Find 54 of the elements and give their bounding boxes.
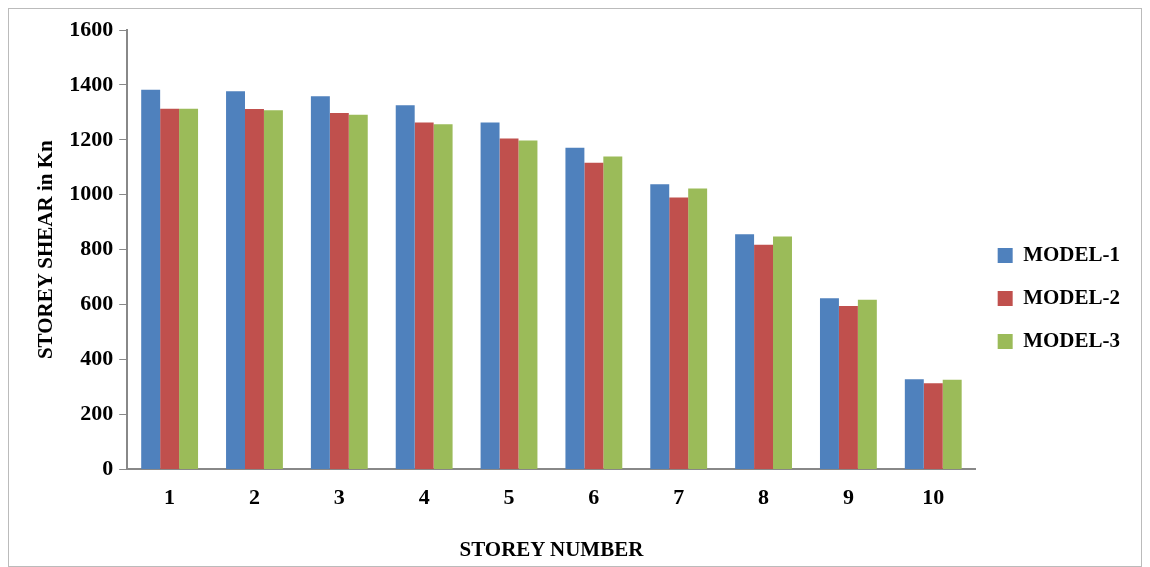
bar [838, 306, 858, 469]
y-tick-label: 800 [80, 235, 114, 261]
x-tick-label: 10 [922, 484, 945, 510]
y-tick-label: 600 [80, 290, 114, 316]
bar [857, 299, 877, 469]
bar [395, 105, 415, 469]
bar [329, 112, 349, 469]
bar [565, 147, 585, 469]
x-tick-label: 5 [503, 484, 515, 510]
bar [650, 184, 670, 469]
legend-label: MODEL-3 [1023, 327, 1120, 352]
bar [518, 140, 538, 469]
y-tick-label: 1600 [69, 15, 114, 41]
bar [348, 114, 368, 469]
y-tick-label: 400 [80, 345, 114, 371]
y-tick-label: 200 [80, 400, 114, 426]
bar [735, 234, 755, 469]
bar [179, 108, 199, 469]
bar [754, 244, 774, 469]
bar [584, 162, 604, 469]
y-tick-label: 1000 [69, 180, 114, 206]
bar [603, 156, 623, 469]
x-tick-label: 3 [333, 484, 345, 510]
bar [819, 298, 839, 469]
x-axis-title: STOREY NUMBER [459, 536, 645, 561]
y-tick-label: 1200 [69, 125, 114, 151]
y-axis-title: STOREY SHEAR in Kn [33, 139, 58, 360]
bar [499, 138, 519, 469]
x-tick-label: 9 [842, 484, 854, 510]
bar [942, 379, 962, 469]
bar [414, 122, 434, 469]
bar [433, 124, 453, 469]
bar [226, 91, 245, 469]
x-tick-label: 4 [418, 484, 430, 510]
y-tick-label: 0 [102, 455, 114, 481]
x-tick-label: 7 [673, 484, 685, 510]
legend-label: MODEL-2 [1023, 284, 1120, 309]
bar [141, 89, 161, 469]
bar [263, 110, 283, 469]
x-tick-label: 2 [248, 484, 260, 510]
bar [245, 109, 264, 469]
bar [688, 188, 708, 469]
x-tick-label: 1 [164, 484, 176, 510]
x-tick-label: 8 [758, 484, 770, 510]
bar [669, 197, 689, 469]
bar [310, 96, 330, 469]
x-tick-label: 6 [588, 484, 600, 510]
bar [160, 108, 180, 469]
legend-label: MODEL-1 [1023, 241, 1120, 266]
bar [904, 379, 924, 469]
bar [923, 383, 943, 469]
y-tick-label: 1400 [69, 70, 114, 96]
bar [773, 236, 792, 469]
bar [480, 122, 500, 469]
